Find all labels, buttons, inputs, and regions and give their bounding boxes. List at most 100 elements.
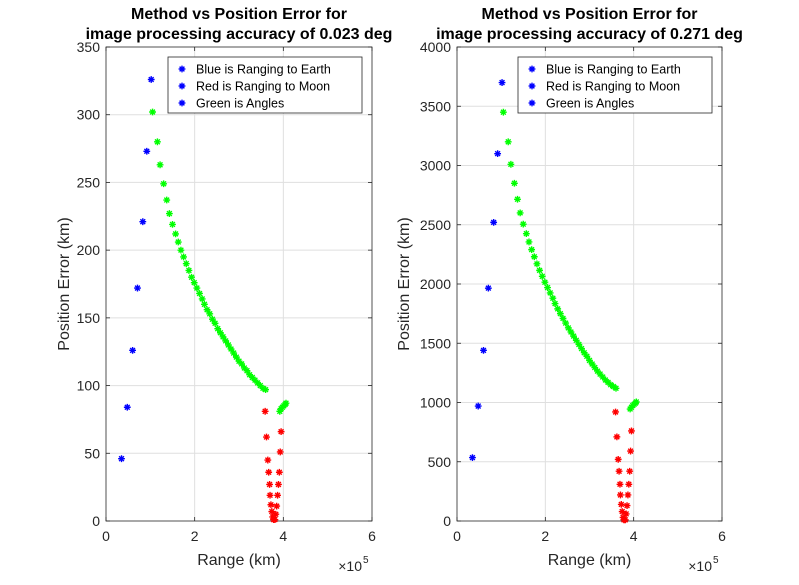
data-point (188, 273, 195, 281)
data-point (264, 456, 272, 464)
data-point (484, 284, 492, 292)
data-point (621, 516, 629, 524)
data-point (134, 284, 141, 292)
data-point (546, 289, 554, 297)
data-point (185, 267, 193, 274)
chart-title-line-2: image processing accuracy of 0.271 deg (436, 26, 743, 43)
legend-marker (528, 65, 536, 73)
legend-entry: Red is Ranging to Moon (546, 80, 680, 94)
data-point (274, 491, 281, 499)
y-tick-label: 2500 (420, 217, 451, 233)
x-axis-label: Range (km) (197, 552, 281, 569)
data-point (251, 376, 259, 384)
data-point (511, 179, 518, 187)
data-point (177, 246, 185, 254)
data-point (149, 108, 156, 116)
data-point (559, 314, 567, 322)
data-point (570, 332, 577, 340)
data-point (588, 360, 596, 368)
y-tick-label: 50 (84, 445, 100, 461)
data-point (172, 230, 180, 238)
data-point (474, 402, 482, 410)
data-point (622, 510, 630, 518)
data-point (564, 324, 572, 332)
data-point (211, 319, 219, 327)
legend-entry: Blue is Ranging to Earth (546, 63, 681, 77)
x-tick-label: 4 (630, 528, 638, 544)
data-point (536, 266, 543, 274)
legend-marker (178, 82, 186, 90)
data-point (519, 220, 527, 228)
data-point (248, 374, 256, 381)
y-axis-label: Position Error (km) (396, 217, 413, 350)
data-point (246, 371, 254, 379)
data-point (556, 310, 564, 318)
data-point (118, 455, 125, 463)
data-point (154, 138, 161, 146)
data-point (240, 364, 248, 372)
data-point (230, 349, 238, 357)
data-point (504, 138, 512, 146)
data-point (538, 272, 546, 280)
legend-box (167, 56, 363, 114)
legend: Blue is Ranging to Earth Red is Ranging t… (517, 56, 713, 114)
data-point (224, 341, 232, 349)
y-tick-label: 3000 (420, 158, 451, 174)
y-tick-label: 100 (77, 378, 101, 394)
y-tick-label: 300 (77, 107, 101, 123)
data-point (123, 403, 131, 411)
data-point (567, 328, 575, 336)
data-point (533, 260, 541, 268)
data-point (583, 352, 591, 360)
legend-entry: Green is Angles (196, 97, 284, 111)
x-tick-label: 0 (102, 528, 110, 544)
data-point (193, 284, 201, 292)
data-point (572, 336, 580, 344)
data-point (530, 253, 538, 261)
data-point (256, 382, 264, 389)
data-point (273, 502, 281, 510)
data-point (206, 310, 214, 318)
data-point (541, 278, 549, 286)
data-point (209, 315, 216, 323)
y-tick-label: 0 (443, 513, 451, 529)
data-point (238, 360, 246, 368)
data-point (271, 516, 279, 524)
data-point (632, 398, 640, 406)
data-point (129, 346, 136, 354)
chart-title-line-2: image processing accuracy of 0.023 deg (86, 26, 393, 43)
x-exponent-base: ×10 (688, 558, 712, 574)
y-tick-label: 350 (77, 39, 101, 55)
data-point (623, 502, 631, 509)
y-tick-label: 0 (92, 513, 100, 529)
data-point (562, 319, 570, 327)
data-point (263, 433, 270, 441)
data-point (578, 345, 585, 352)
y-tick-label: 4000 (420, 39, 451, 55)
data-point (275, 481, 282, 488)
data-point (616, 480, 624, 488)
x-tick-label: 0 (453, 528, 461, 544)
legend-marker (178, 65, 186, 73)
data-point (276, 407, 284, 415)
y-tick-label: 3500 (420, 98, 451, 114)
data-point (190, 279, 198, 287)
chart-title-line-1: Method vs Position Error for (481, 6, 697, 23)
data-point (235, 357, 243, 365)
data-point (575, 341, 583, 348)
data-point (277, 428, 285, 436)
plot-area (106, 47, 372, 521)
series-3 (499, 108, 640, 413)
series-1 (469, 79, 506, 462)
data-point (602, 376, 609, 384)
data-point (528, 246, 536, 254)
y-tick-label: 1000 (420, 395, 451, 411)
data-point (227, 345, 235, 353)
series-3 (149, 108, 290, 415)
data-point (617, 491, 624, 499)
axes-box (105, 46, 373, 522)
legend-entry: Red is Ranging to Moon (196, 80, 330, 94)
data-point (625, 480, 633, 488)
legend-entry: Green is Angles (546, 97, 634, 111)
data-point (165, 210, 173, 217)
